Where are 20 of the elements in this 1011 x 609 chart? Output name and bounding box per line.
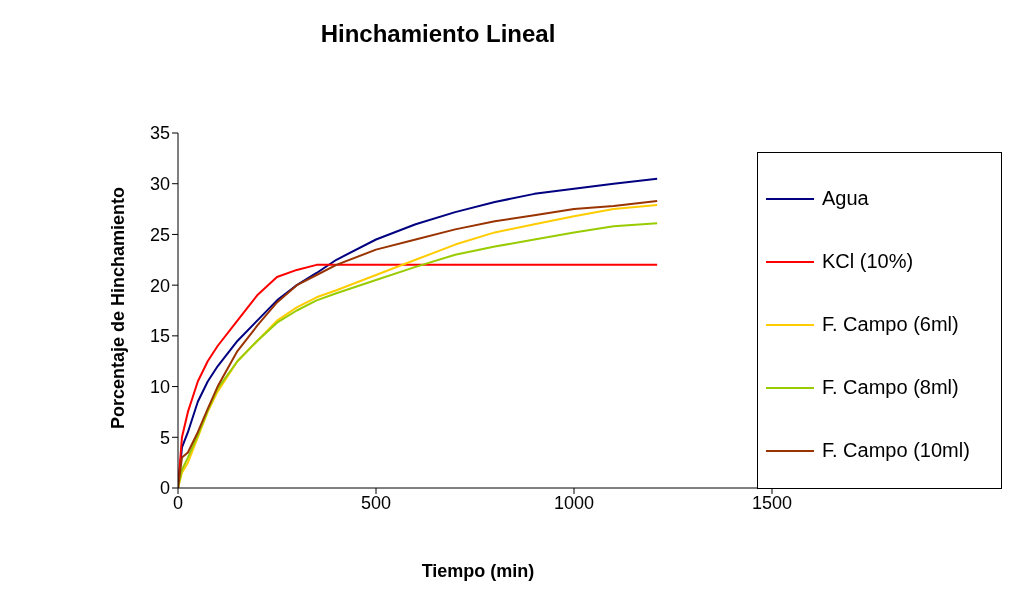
y-tick-label: 15 (149, 326, 170, 347)
y-tick-label: 20 (149, 275, 170, 296)
x-axis-title: Tiempo (min) (420, 561, 536, 582)
y-tick-label: 35 (149, 123, 170, 144)
y-tick-label: 5 (159, 427, 170, 448)
y-tick-label: 10 (149, 376, 170, 397)
chart-title: Hinchamiento Lineal (319, 20, 557, 48)
legend-label: KCl (10%) (822, 250, 914, 273)
x-tick-label: 500 (360, 492, 392, 513)
y-tick-label: 25 (149, 224, 170, 245)
x-tick-label: 0 (172, 492, 184, 513)
y-tick-label: 30 (149, 174, 170, 195)
x-tick-label: 1500 (751, 492, 793, 513)
legend-label: F. Campo (8ml) (822, 376, 959, 399)
x-tick-label: 1000 (553, 492, 595, 513)
y-axis-title: Porcentaje de Hinchamiento (107, 186, 129, 430)
y-tick-label: 0 (159, 478, 170, 499)
legend-label: F. Campo (6ml) (822, 313, 959, 336)
legend-label: F. Campo (10ml) (822, 439, 970, 462)
legend-label: Agua (822, 187, 869, 210)
